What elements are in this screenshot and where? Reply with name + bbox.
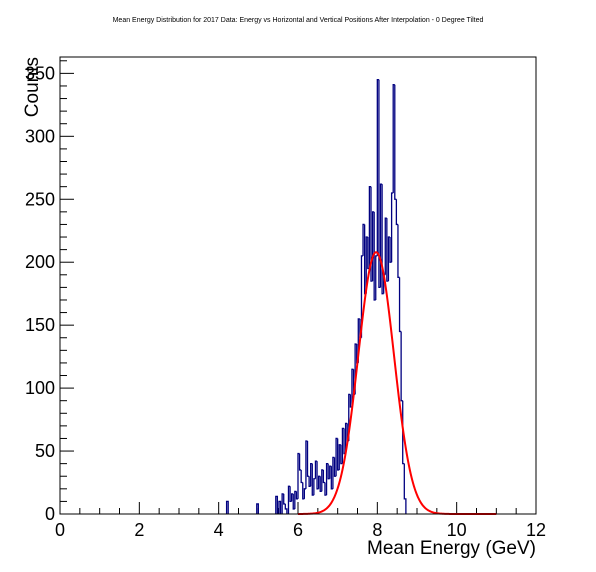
y-tick-labels: 0 50 100 150 200 250 300 350 [25, 63, 55, 524]
y-axis-title: Counts [22, 57, 43, 117]
y-tick-label: 0 [45, 504, 55, 524]
histogram-bin [278, 500, 282, 514]
histogram-bin [275, 495, 279, 514]
histogram-bin [225, 500, 229, 514]
plot-frame [59, 56, 537, 515]
x-tick-label: 2 [134, 520, 144, 540]
x-tick-label: 0 [55, 520, 65, 540]
y-tick-label: 250 [25, 189, 55, 209]
histogram-bin [256, 503, 259, 514]
x-tick-label: 6 [293, 520, 303, 540]
histogram-series [225, 79, 407, 514]
y-tick-label: 200 [25, 252, 55, 272]
x-tick-label: 10 [447, 520, 467, 540]
x-tick-label: 12 [526, 520, 546, 540]
chart-title: Mean Energy Distribution for 2017 Data: … [113, 17, 484, 24]
x-axis-title: Mean Energy (GeV) [367, 538, 536, 559]
y-tick-label: 50 [35, 441, 55, 461]
x-tick-labels: 0 2 4 6 8 10 12 [55, 520, 546, 540]
x-tick-label: 4 [214, 520, 224, 540]
histogram-bin [284, 503, 288, 514]
y-tick-label: 100 [25, 378, 55, 398]
histogram-bin [403, 463, 407, 514]
y-tick-label: 350 [25, 63, 55, 83]
y-tick-label: 300 [25, 126, 55, 146]
x-tick-label: 8 [372, 520, 382, 540]
y-tick-label: 150 [25, 315, 55, 335]
